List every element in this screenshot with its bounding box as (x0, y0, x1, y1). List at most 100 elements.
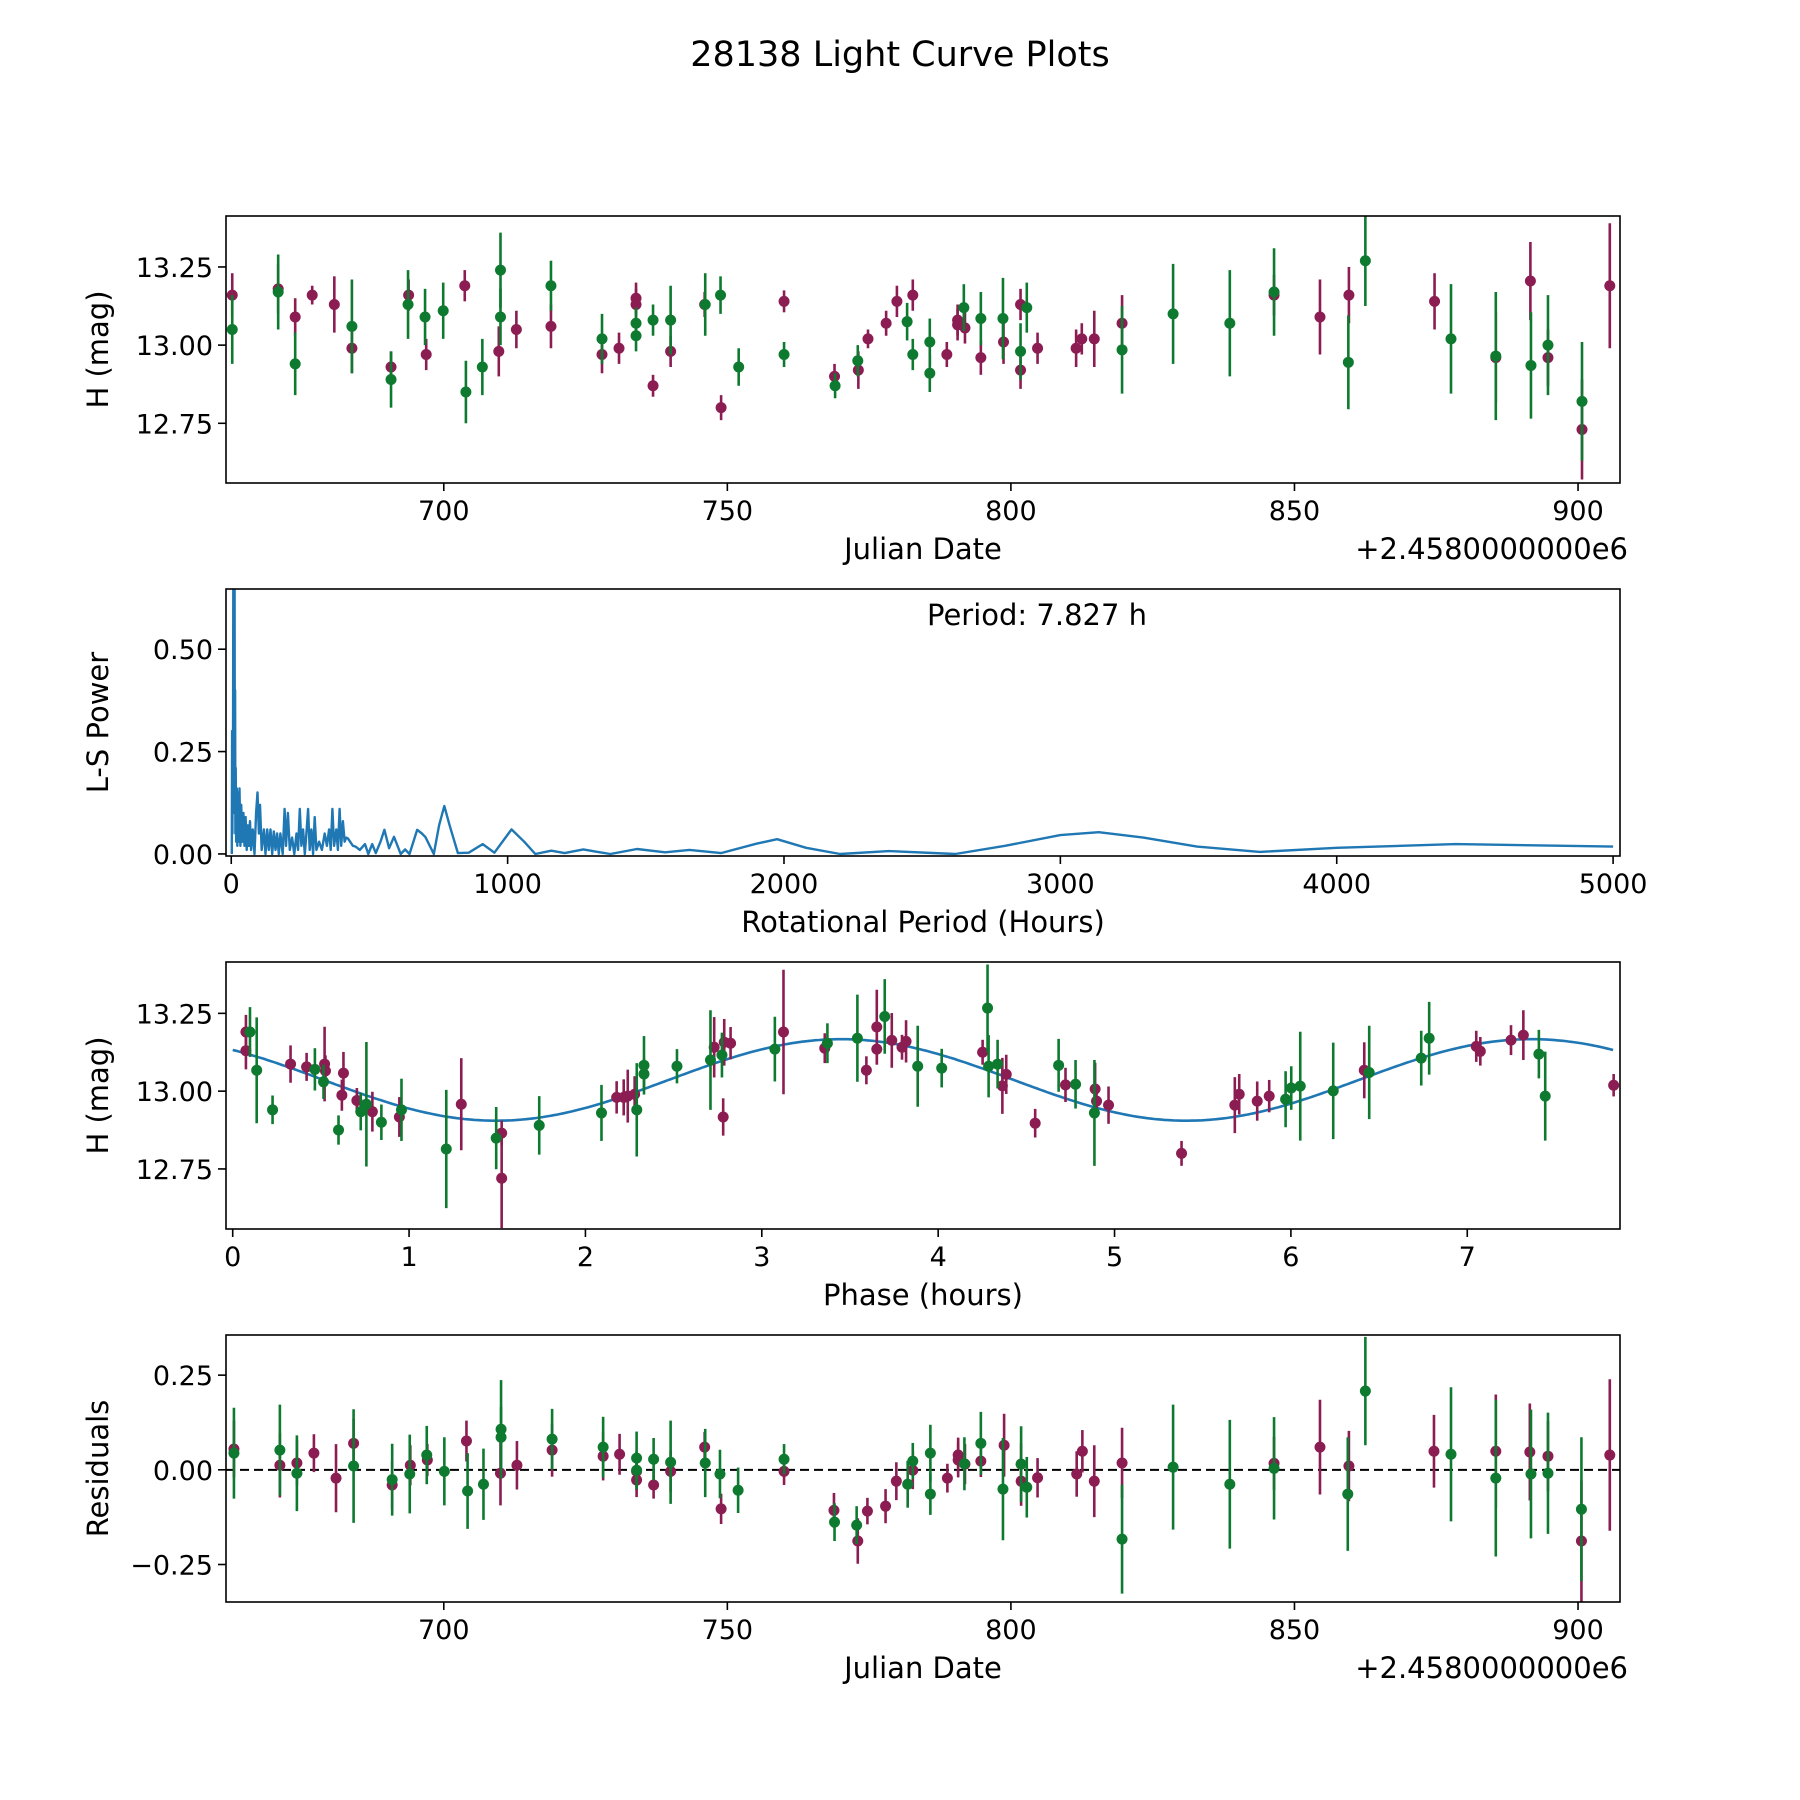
phase-data-point (337, 1067, 349, 1079)
phase-data-point (671, 1060, 683, 1072)
lightcurve-data-point (1032, 342, 1044, 354)
lightcurve-data-point (862, 333, 874, 345)
phase-data-point (336, 1089, 348, 1101)
lightcurve-data-point (420, 349, 432, 361)
phase-data-point (936, 1062, 948, 1074)
lightcurve-data-point (1524, 275, 1536, 287)
phase-xtick-label: 1 (400, 1242, 417, 1273)
phase-data-point (1280, 1093, 1292, 1105)
phase-data-point (717, 1111, 729, 1123)
phase-data-point (244, 1026, 256, 1038)
lightcurve-data-point (901, 316, 913, 328)
residuals-data-point (1032, 1472, 1044, 1484)
lightcurve-data-point (272, 286, 284, 298)
phase-data-point (1088, 1107, 1100, 1119)
phase-data-point (595, 1107, 607, 1119)
lightcurve-xtick-label: 900 (1552, 496, 1604, 527)
lightcurve-data-point (733, 361, 745, 373)
lightcurve-xtick-label: 800 (985, 496, 1037, 527)
lightcurve-data-point (402, 298, 414, 310)
residuals-data-point (1088, 1475, 1100, 1487)
phase-data-point (1533, 1048, 1545, 1060)
phase-data-point (301, 1061, 313, 1073)
lightcurve-data-point (880, 317, 892, 329)
residuals-data-point (1268, 1462, 1280, 1474)
residuals-data-point (1116, 1457, 1128, 1469)
lightcurve-data-point (306, 289, 318, 301)
residuals-data-point (546, 1433, 558, 1445)
lightcurve-axes-frame (225, 215, 1621, 484)
phase-data-point (267, 1104, 279, 1116)
lightcurve-data-point (1359, 255, 1371, 267)
phase-data-point (1000, 1068, 1012, 1080)
residuals-axes-frame (225, 1334, 1621, 1603)
phase-data-point (1233, 1088, 1245, 1100)
lightcurve-data-point (907, 349, 919, 361)
lightcurve-data-point (1445, 333, 1457, 345)
lightcurve-data-point (924, 367, 936, 379)
lightcurve-ytick-label: 13.25 (136, 253, 213, 284)
lightcurve-data-point (510, 323, 522, 335)
lightcurve-data-point (226, 323, 238, 335)
residuals-offset-text: +2.4580000000e6 (1355, 1651, 1628, 1685)
lightcurve-data-point (1604, 280, 1616, 292)
residuals-xtick-label: 700 (418, 1615, 470, 1646)
lightcurve-data-point (1490, 350, 1502, 362)
residuals-data-point (597, 1441, 609, 1453)
lightcurve-data-point (289, 358, 301, 370)
lightcurve-data-point (419, 311, 431, 323)
residuals-data-point (1490, 1472, 1502, 1484)
lightcurve-data-point (715, 402, 727, 414)
phase-ylabel: H (mag) (81, 1036, 115, 1154)
lightcurve-xtick-label: 700 (418, 496, 470, 527)
phase-panel: 0 1 2 3 4 5 6 7 12.75 13.00 13.25 Phase (hours) H (m… (81, 961, 1621, 1312)
residuals-plot-area (226, 1336, 1620, 1602)
lightcurve-data-point (494, 311, 506, 323)
periodogram-axes-frame (225, 588, 1621, 857)
residuals-data-point (421, 1449, 433, 1461)
residuals-data-point (851, 1519, 863, 1531)
lightcurve-data-point (891, 295, 903, 307)
residuals-data-point (308, 1447, 320, 1459)
phase-data-point (533, 1119, 545, 1131)
phase-data-point (1251, 1095, 1263, 1107)
phase-data-point (1285, 1082, 1297, 1094)
lightcurve-data-point (829, 380, 841, 392)
lightcurve-data-point (459, 280, 471, 292)
lightcurve-data-point (493, 345, 505, 357)
residuals-data-point (462, 1485, 474, 1497)
phase-model-curve (232, 1037, 1614, 1122)
residuals-data-point (631, 1452, 643, 1464)
residuals-data-point (861, 1505, 873, 1517)
phase-data-point (879, 1010, 891, 1022)
phase-data-point (1327, 1085, 1339, 1097)
periodogram-xtick-label: 3000 (1026, 869, 1095, 900)
residuals-data-point (665, 1456, 677, 1468)
periodogram-xtick-label: 4000 (1302, 869, 1371, 900)
phase-xtick-label: 5 (1106, 1242, 1123, 1273)
lightcurve-data-point (924, 336, 936, 348)
lightcurve-data-point (958, 302, 970, 314)
phase-data-point (992, 1058, 1004, 1070)
lightcurve-data-point (665, 314, 677, 326)
residuals-data-point (997, 1483, 1009, 1495)
residuals-xtick-label: 900 (1552, 1615, 1604, 1646)
residuals-data-point (1071, 1468, 1083, 1480)
periodogram-xtick-label: 1000 (473, 869, 542, 900)
phase-data-point (1176, 1147, 1188, 1159)
residuals-data-point (438, 1465, 450, 1477)
phase-data-point (871, 1021, 883, 1033)
lightcurve-data-point (1224, 317, 1236, 329)
residuals-data-point (924, 1447, 936, 1459)
periodogram-plot-area (230, 589, 1614, 856)
phase-data-point (886, 1034, 898, 1046)
phase-data-point (1029, 1117, 1041, 1129)
residuals-data-point (1076, 1445, 1088, 1457)
phase-data-point (871, 1043, 883, 1055)
residuals-data-point (386, 1474, 398, 1486)
phase-data-point (977, 1046, 989, 1058)
lightcurve-data-point (328, 298, 340, 310)
phase-data-point (1103, 1099, 1115, 1111)
residuals-data-point (495, 1431, 507, 1443)
phase-data-point (1505, 1034, 1517, 1046)
